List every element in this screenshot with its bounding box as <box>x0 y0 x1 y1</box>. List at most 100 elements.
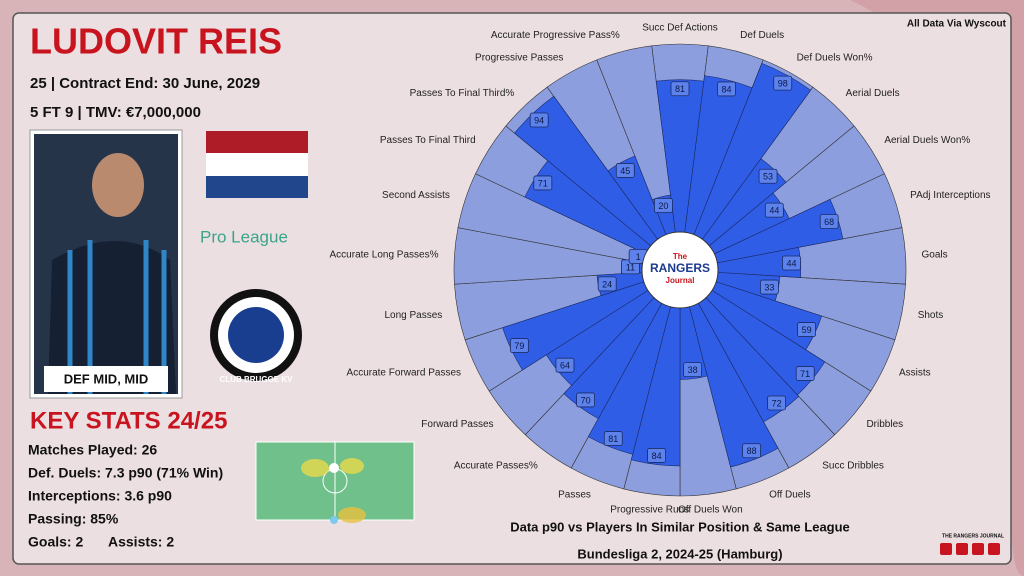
value-box <box>603 431 623 446</box>
center-logo: The <box>673 252 688 261</box>
value-label: 38 <box>688 365 698 375</box>
value-label: 59 <box>802 325 812 335</box>
value-box <box>760 279 779 295</box>
brand-footer: THE RANGERS JOURNAL <box>942 533 1004 539</box>
value-box <box>742 443 761 459</box>
value-box <box>773 75 793 91</box>
key-stat: Interceptions: 3.6 p90 <box>28 488 172 504</box>
social-icon <box>988 543 1000 555</box>
value-label: 11 <box>626 262 635 272</box>
category-label: Progressive Passes <box>475 53 563 64</box>
category-label: Aerial Duels Won% <box>884 135 970 146</box>
photo-stripes <box>67 240 167 394</box>
value-box <box>647 448 666 463</box>
value-label: 1 <box>636 252 641 262</box>
value-label: 94 <box>534 115 544 125</box>
value-label: 98 <box>778 79 788 89</box>
position: DEF MID, MID <box>64 371 149 386</box>
player-info: 5 FT 9 | TMV: €7,000,000 <box>30 104 201 121</box>
social-icon <box>972 543 984 555</box>
social-icon <box>940 543 952 555</box>
league-logo: Pro League <box>200 227 288 246</box>
value-label: 20 <box>658 201 668 211</box>
value-label: 44 <box>769 206 779 216</box>
category-label: Second Assists <box>382 190 450 201</box>
category-label: Dribbles <box>866 419 903 430</box>
heatmap-blob <box>338 507 366 523</box>
flag-red <box>206 131 308 153</box>
center-logo: Journal <box>666 276 695 285</box>
category-label: Long Passes <box>384 310 442 321</box>
value-box <box>529 112 549 128</box>
player-name: LUDOVIT REIS <box>30 21 282 62</box>
category-label: Assists <box>899 368 931 379</box>
value-box <box>615 163 635 178</box>
value-label: 71 <box>538 178 548 188</box>
key-stat: Goals: 2 <box>28 534 83 550</box>
value-label: 68 <box>824 217 834 227</box>
value-label: 53 <box>763 172 773 182</box>
value-label: 81 <box>675 84 685 94</box>
value-label: 64 <box>560 361 570 371</box>
value-label: 70 <box>581 395 591 405</box>
value-label: 72 <box>772 398 782 408</box>
category-label: Accurate Passes% <box>454 460 538 471</box>
chart-subtitle: Bundesliga 2, 2024-25 (Hamburg) <box>577 546 782 561</box>
key-stat: Def. Duels: 7.3 p90 (71% Win) <box>28 465 223 481</box>
source: All Data Via Wyscout <box>907 19 1007 30</box>
category-label: Accurate Progressive Pass% <box>491 30 620 41</box>
value-label: 84 <box>721 84 731 94</box>
value-box <box>533 175 553 191</box>
category-label: Goals <box>922 249 948 260</box>
value-label: 33 <box>764 282 774 292</box>
value-box <box>797 322 817 337</box>
club-name: CLUB BRUGGE KV <box>220 375 294 384</box>
key-stat: Matches Played: 26 <box>28 442 157 458</box>
category-label: Passes To Final Third <box>380 135 476 146</box>
center-hub <box>641 231 719 309</box>
value-box <box>764 202 784 218</box>
value-label: 44 <box>786 258 796 268</box>
value-box <box>819 214 839 229</box>
value-box <box>782 255 801 271</box>
value-label: 24 <box>602 279 612 289</box>
club-crest-core <box>228 307 284 363</box>
value-label: 84 <box>652 451 662 461</box>
value-label: 71 <box>800 369 810 379</box>
flag-white <box>206 153 308 176</box>
category-label: Def Duels Won% <box>797 53 873 64</box>
value-label: 79 <box>514 341 524 351</box>
heatmap-marker <box>329 463 339 473</box>
category-label: Off Duels Won <box>678 505 743 516</box>
category-label: Accurate Forward Passes <box>347 368 462 379</box>
category-label: Passes <box>558 490 591 501</box>
category-label: Def Duels <box>740 30 784 41</box>
category-label: Aerial Duels <box>846 88 900 99</box>
value-label: 81 <box>608 434 618 444</box>
category-label: Succ Def Actions <box>642 23 718 34</box>
value-box <box>670 81 690 97</box>
value-box <box>509 338 529 353</box>
player-info: 25 | Contract End: 30 June, 2029 <box>30 75 260 92</box>
social-icon <box>956 543 968 555</box>
value-box <box>795 366 815 381</box>
category-label: PAdj Interceptions <box>910 190 990 201</box>
value-label: 88 <box>747 446 757 456</box>
position-box <box>44 366 168 392</box>
category-label: Progressive Runs <box>610 505 689 516</box>
chart-title: Data p90 vs Players In Similar Position … <box>510 519 850 534</box>
heatmap-blob <box>340 458 364 474</box>
category-label: Succ Dribbles <box>822 460 884 471</box>
category-label: Accurate Long Passes% <box>330 249 439 260</box>
photo-head <box>92 153 144 217</box>
value-box <box>758 168 778 184</box>
polar-chart: 81 84 98 53 44 68 44 33 59 71 72 88 38 84 81 70 64 79 24 11… <box>330 23 991 516</box>
key-stat: Assists: 2 <box>108 534 174 550</box>
value-box <box>597 276 617 292</box>
value-box <box>555 357 575 373</box>
category-label: Off Duels <box>769 490 811 501</box>
value-box <box>576 392 596 408</box>
value-label: 45 <box>620 166 630 176</box>
flag-blue <box>206 176 308 198</box>
